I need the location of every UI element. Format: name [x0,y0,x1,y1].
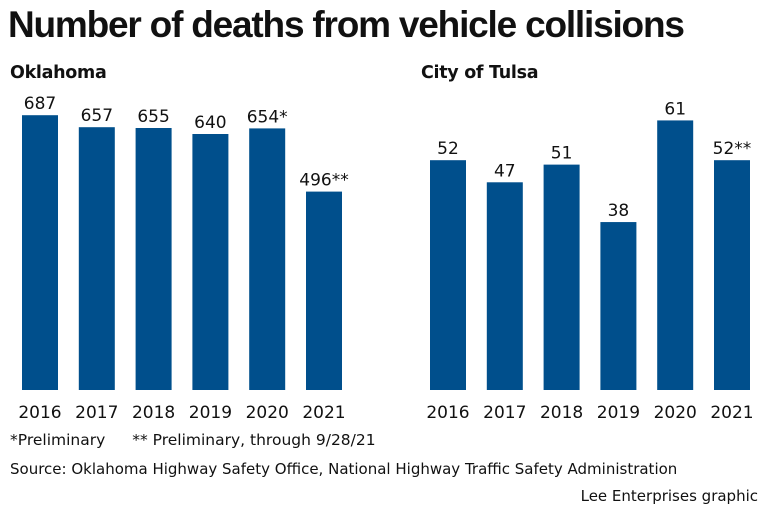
tulsa-value-label-2018: 51 [551,144,573,164]
tulsa-year-label-2019: 2019 [597,403,640,423]
tulsa-bar-2018 [543,164,580,390]
oklahoma-year-label-2021: 2021 [302,403,345,423]
oklahoma-bar-2021 [306,191,342,390]
oklahoma-year-label-2018: 2018 [132,403,175,423]
tulsa-value-label-2016: 52 [437,139,459,159]
tulsa-year-label-2017: 2017 [483,403,526,423]
charts-area: 687 2016 657 2017 655 2018 640 2019 654* 2020 496*… [18,94,753,423]
footnote-preliminary: *Preliminary [10,431,106,449]
tulsa-bar-2019 [600,222,637,390]
oklahoma-value-label-2019: 640 [194,113,226,133]
oklahoma-year-label-2017: 2017 [75,403,118,423]
oklahoma-panel-title: Oklahoma [10,63,107,83]
graphic-credit: Lee Enterprises graphic [580,487,758,505]
tulsa-year-label-2016: 2016 [426,403,469,423]
chart-title: Number of deaths from vehicle collisions [8,4,685,45]
tulsa-bar-2017 [486,182,523,390]
tulsa-panel-title: City of Tulsa [421,63,539,83]
tulsa-year-label-2021: 2021 [710,403,753,423]
oklahoma-value-label-2016: 687 [24,94,56,114]
oklahoma-bar-2020 [249,128,286,390]
footnotes: *Preliminary ** Preliminary, through 9/2… [10,431,376,449]
tulsa-value-label-2020: 61 [664,99,686,119]
tulsa-year-label-2020: 2020 [654,403,697,423]
tulsa-bar-2016 [430,160,466,390]
tulsa-year-label-2018: 2018 [540,403,583,423]
tulsa-value-label-2021: 52** [713,139,752,159]
oklahoma-value-label-2017: 657 [81,106,113,126]
oklahoma-bar-2018 [135,128,172,390]
oklahoma-value-label-2018: 655 [137,107,169,127]
oklahoma-value-label-2020: 654* [247,107,288,127]
oklahoma-value-label-2021: 496** [299,171,348,191]
oklahoma-year-label-2016: 2016 [18,403,61,423]
oklahoma-year-label-2019: 2019 [189,403,232,423]
tulsa-bar-2021 [714,160,750,390]
oklahoma-bar-2017 [78,127,115,390]
oklahoma-bar-2019 [192,134,229,390]
oklahoma-bar-2016 [22,115,58,390]
footnote-preliminary-through: ** Preliminary, through 9/28/21 [132,431,376,449]
oklahoma-year-label-2020: 2020 [246,403,289,423]
tulsa-bar-2020 [657,120,694,390]
tulsa-value-label-2017: 47 [494,161,516,181]
source-note: Source: Oklahoma Highway Safety Office, … [10,460,678,478]
tulsa-value-label-2019: 38 [608,201,630,221]
